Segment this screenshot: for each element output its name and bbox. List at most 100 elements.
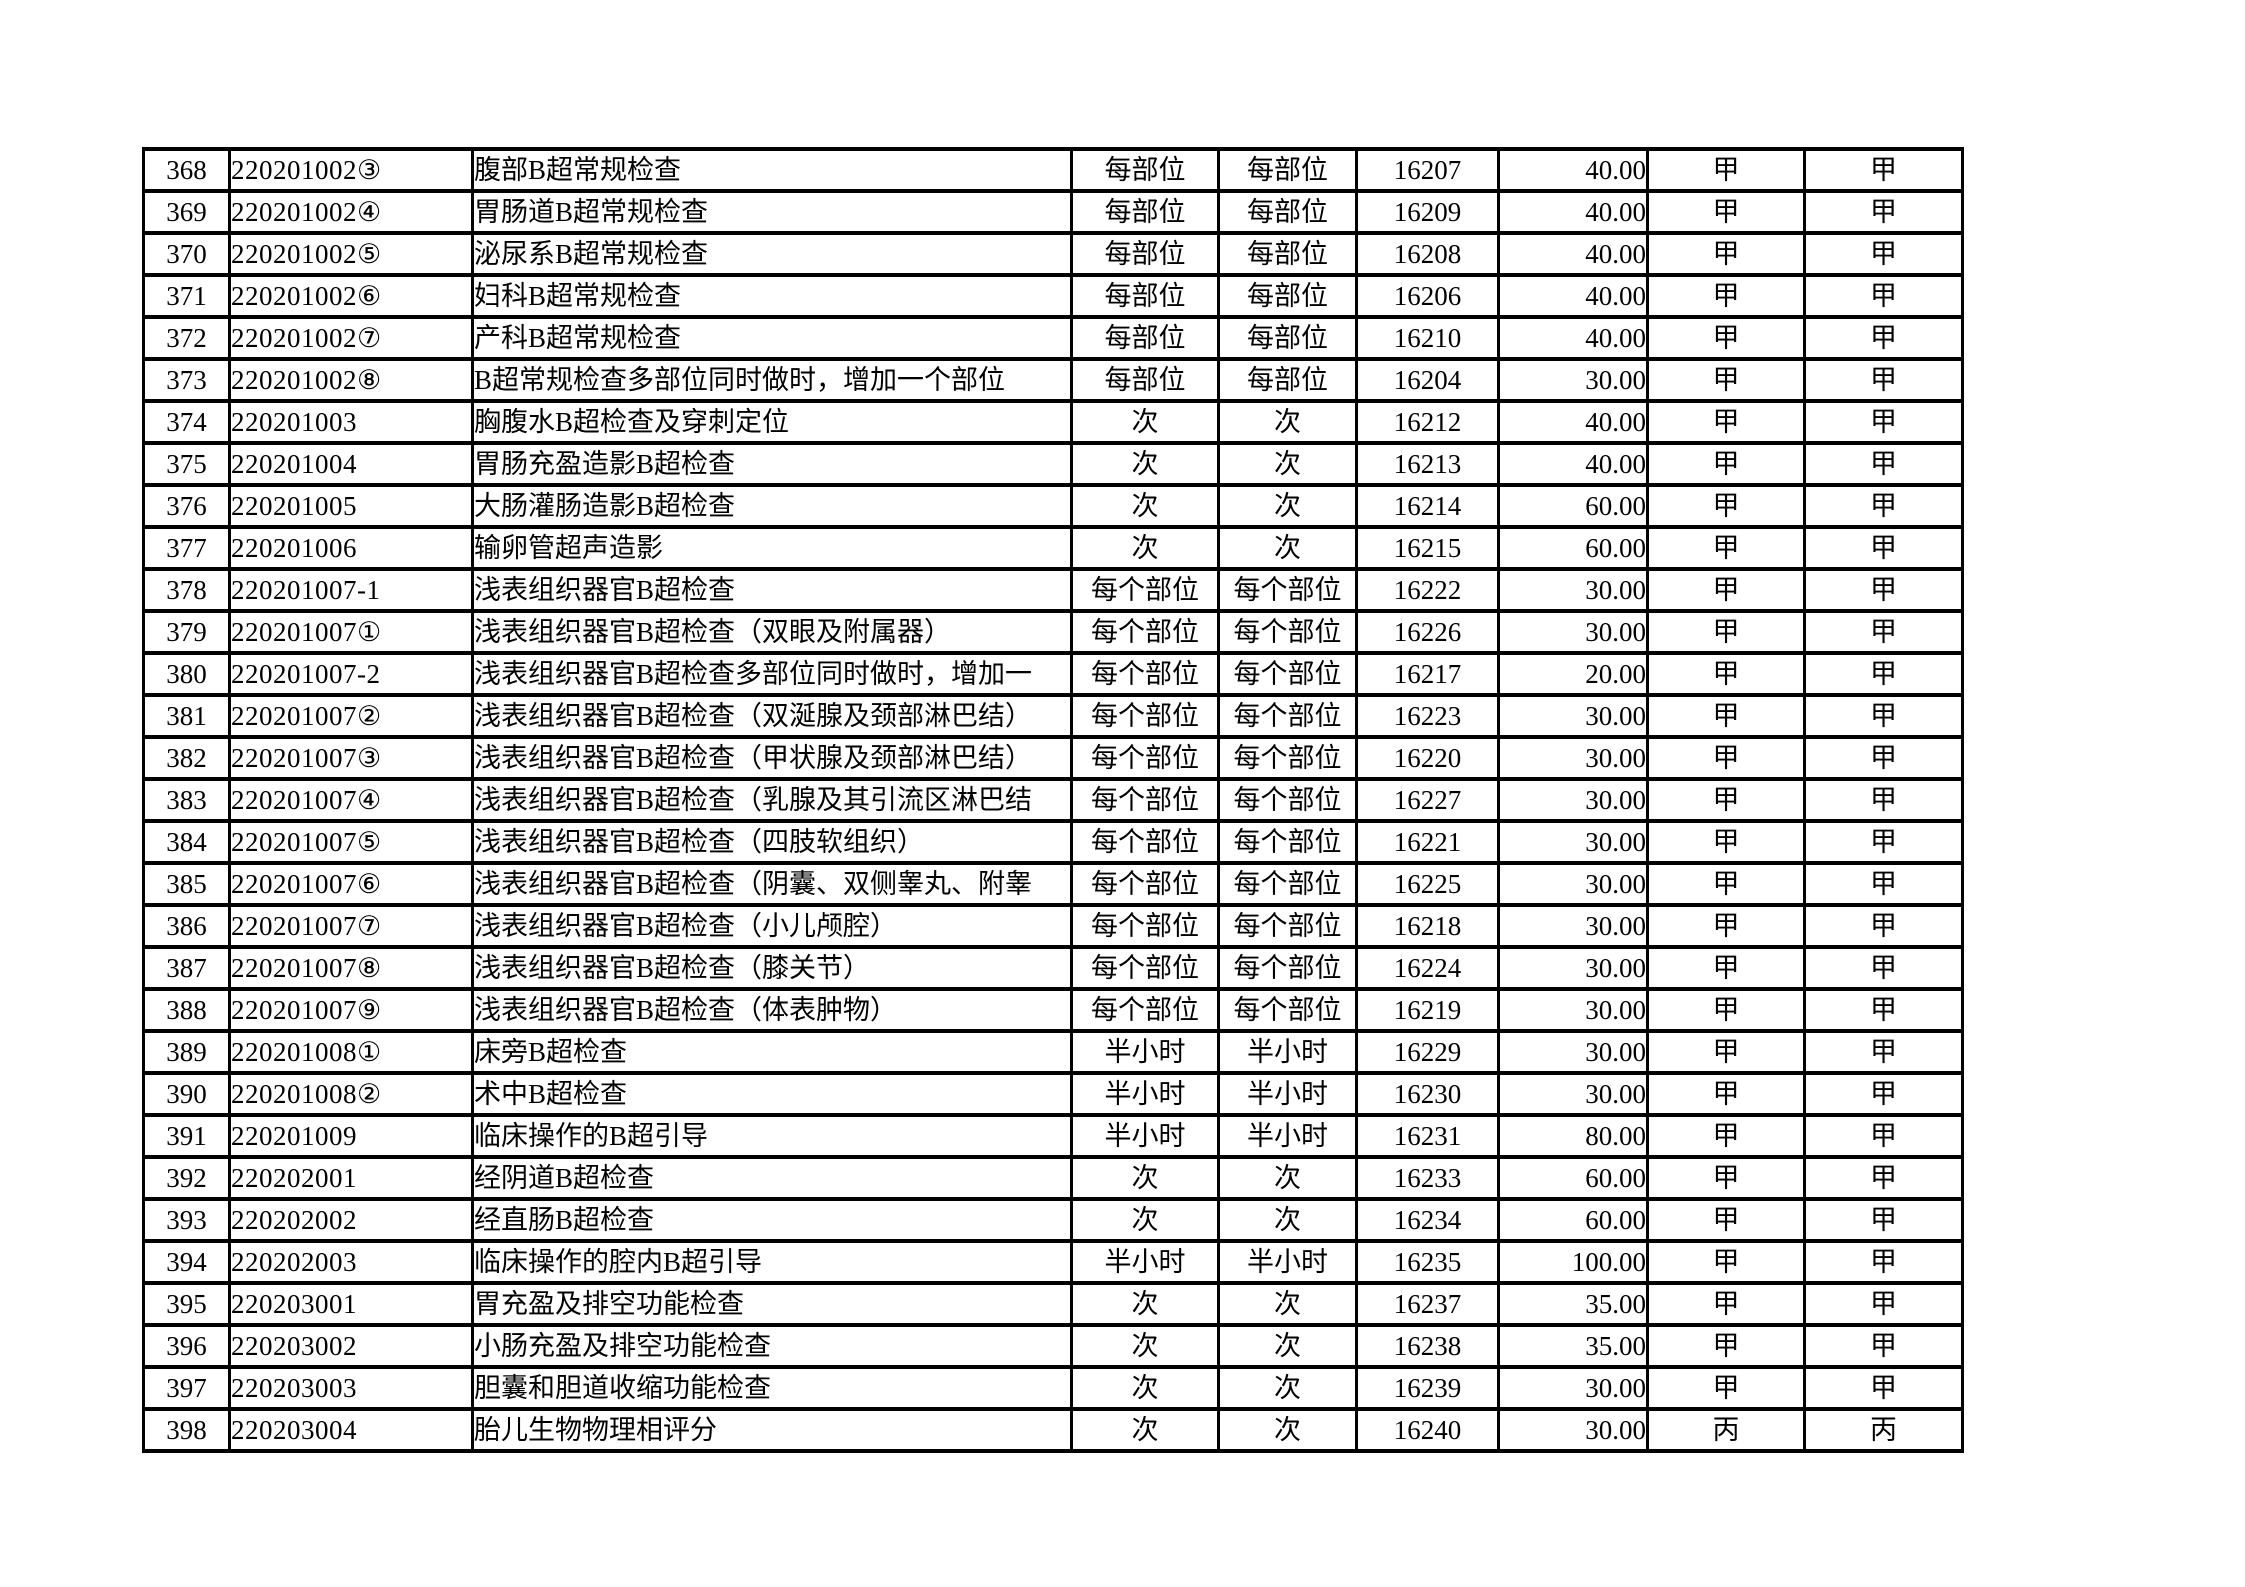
item-name-cell: 大肠灌肠造影B超检查 (471, 483, 1073, 529)
price-cell: 40.00 (1497, 147, 1649, 193)
table-row: 375 220201004 胃肠充盈造影B超检查次次 16213 40.00 甲甲 (142, 441, 1964, 487)
item-name-cell: 胃肠充盈造影B超检查 (471, 441, 1073, 487)
pricing-unit-2-cell: 半小时 (1217, 1071, 1358, 1117)
item-name-cell: 浅表组织器官B超检查（乳腺及其引流区淋巴结 (471, 777, 1073, 823)
table-row: 394 220202003 临床操作的腔内B超引导 半小时 半小时 16235 100.00… (142, 1239, 1964, 1285)
price-cell: 30.00 (1497, 567, 1649, 613)
item-name-cell: 临床操作的B超引导 (471, 1113, 1073, 1159)
finance-code-cell: 16234 (1355, 1197, 1500, 1243)
finance-code-cell: 16210 (1355, 315, 1500, 361)
row-number-cell: 379 (142, 609, 231, 655)
table-row: 386 220201007⑦ 浅表组织器官B超检查（小儿颅腔） 每个部位 每个部位 162… (142, 903, 1964, 949)
item-name-cell: 泌尿系B超常规检查 (471, 231, 1073, 277)
grade-2-cell: 甲 (1803, 441, 1964, 487)
table-row: 376 220201005 大肠灌肠造影B超检查次次 16214 60.00 甲甲 (142, 483, 1964, 529)
item-code-cell: 220203003 (228, 1365, 474, 1411)
row-number-cell: 375 (142, 441, 231, 487)
item-name-cell: 产科B超常规检查 (471, 315, 1073, 361)
grade-cell: 甲 (1646, 525, 1806, 571)
item-code-cell: 220201007-2 (228, 651, 474, 697)
finance-code-cell: 16212 (1355, 399, 1500, 445)
item-code-cell: 220201002④ (228, 189, 474, 235)
item-code-cell: 220202003 (228, 1239, 474, 1285)
pricing-unit-cell: 半小时 (1070, 1239, 1220, 1285)
row-number-cell: 392 (142, 1155, 231, 1201)
row-number-cell: 398 (142, 1407, 231, 1453)
grade-2-cell: 甲 (1803, 1113, 1964, 1159)
row-number-cell: 394 (142, 1239, 231, 1285)
finance-code-cell: 16227 (1355, 777, 1500, 823)
item-name-cell: 胎儿生物物理相评分 (471, 1407, 1073, 1453)
row-number-cell: 383 (142, 777, 231, 823)
table-row: 370 220201002⑤ 泌尿系B超常规检查 每部位 每部位 16208 40.00 甲甲 (142, 231, 1964, 277)
pricing-unit-cell: 次 (1070, 399, 1220, 445)
price-cell: 40.00 (1497, 189, 1649, 235)
row-number-cell: 386 (142, 903, 231, 949)
grade-cell: 甲 (1646, 483, 1806, 529)
row-number-cell: 397 (142, 1365, 231, 1411)
row-number-cell: 390 (142, 1071, 231, 1117)
pricing-unit-cell: 次 (1070, 1197, 1220, 1243)
pricing-unit-2-cell: 每个部位 (1217, 609, 1358, 655)
grade-2-cell: 甲 (1803, 609, 1964, 655)
grade-cell: 甲 (1646, 861, 1806, 907)
finance-code-cell: 16209 (1355, 189, 1500, 235)
row-number-cell: 372 (142, 315, 231, 361)
grade-2-cell: 甲 (1803, 1281, 1964, 1327)
finance-code-cell: 16222 (1355, 567, 1500, 613)
pricing-unit-cell: 每部位 (1070, 189, 1220, 235)
row-number-cell: 373 (142, 357, 231, 403)
grade-2-cell: 甲 (1803, 567, 1964, 613)
item-code-cell: 220201002⑦ (228, 315, 474, 361)
grade-cell: 甲 (1646, 1365, 1806, 1411)
price-cell: 30.00 (1497, 735, 1649, 781)
grade-cell: 甲 (1646, 189, 1806, 235)
grade-2-cell: 甲 (1803, 1029, 1964, 1075)
table-body: 368 220201002③ 腹部B超常规检查 每部位 每部位 16207 40.00 甲甲 3… (142, 147, 1964, 1453)
pricing-unit-cell: 每个部位 (1070, 903, 1220, 949)
row-number-cell: 395 (142, 1281, 231, 1327)
grade-2-cell: 甲 (1803, 1197, 1964, 1243)
table-row: 383 220201007④ 浅表组织器官B超检查（乳腺及其引流区淋巴结 每个部位 每个… (142, 777, 1964, 823)
pricing-unit-cell: 每部位 (1070, 231, 1220, 277)
finance-code-cell: 16238 (1355, 1323, 1500, 1369)
table-row: 371 220201002⑥ 妇科B超常规检查 每部位 每部位 16206 40.00 甲甲 (142, 273, 1964, 319)
pricing-unit-cell: 半小时 (1070, 1029, 1220, 1075)
item-code-cell: 220202001 (228, 1155, 474, 1201)
grade-2-cell: 甲 (1803, 1365, 1964, 1411)
pricing-unit-cell: 次 (1070, 525, 1220, 571)
pricing-unit-2-cell: 每部位 (1217, 231, 1358, 277)
row-number-cell: 385 (142, 861, 231, 907)
item-code-cell: 220201007④ (228, 777, 474, 823)
price-cell: 30.00 (1497, 357, 1649, 403)
finance-code-cell: 16237 (1355, 1281, 1500, 1327)
item-code-cell: 220201008① (228, 1029, 474, 1075)
pricing-unit-cell: 次 (1070, 1155, 1220, 1201)
item-code-cell: 220201006 (228, 525, 474, 571)
item-name-cell: 浅表组织器官B超检查（双眼及附属器） (471, 609, 1073, 655)
grade-2-cell: 甲 (1803, 483, 1964, 529)
item-name-cell: 胸腹水B超检查及穿刺定位 (471, 399, 1073, 445)
row-number-cell: 391 (142, 1113, 231, 1159)
finance-code-cell: 16218 (1355, 903, 1500, 949)
item-code-cell: 220201007② (228, 693, 474, 739)
grade-cell: 甲 (1646, 567, 1806, 613)
item-name-cell: 小肠充盈及排空功能检查 (471, 1323, 1073, 1369)
item-name-cell: 胆囊和胆道收缩功能检查 (471, 1365, 1073, 1411)
price-cell: 40.00 (1497, 231, 1649, 277)
pricing-unit-2-cell: 次 (1217, 399, 1358, 445)
pricing-unit-cell: 次 (1070, 1323, 1220, 1369)
pricing-unit-2-cell: 每个部位 (1217, 861, 1358, 907)
table-row: 381 220201007② 浅表组织器官B超检查（双涎腺及颈部淋巴结） 每个部位 每个… (142, 693, 1964, 739)
finance-code-cell: 16214 (1355, 483, 1500, 529)
finance-code-cell: 16230 (1355, 1071, 1500, 1117)
pricing-unit-2-cell: 次 (1217, 1281, 1358, 1327)
price-cell: 30.00 (1497, 777, 1649, 823)
item-name-cell: 腹部B超常规检查 (471, 147, 1073, 193)
pricing-unit-cell: 每部位 (1070, 147, 1220, 193)
item-code-cell: 220201002⑧ (228, 357, 474, 403)
item-code-cell: 220201007① (228, 609, 474, 655)
pricing-unit-2-cell: 次 (1217, 1407, 1358, 1453)
pricing-unit-2-cell: 每部位 (1217, 315, 1358, 361)
pricing-unit-2-cell: 次 (1217, 525, 1358, 571)
